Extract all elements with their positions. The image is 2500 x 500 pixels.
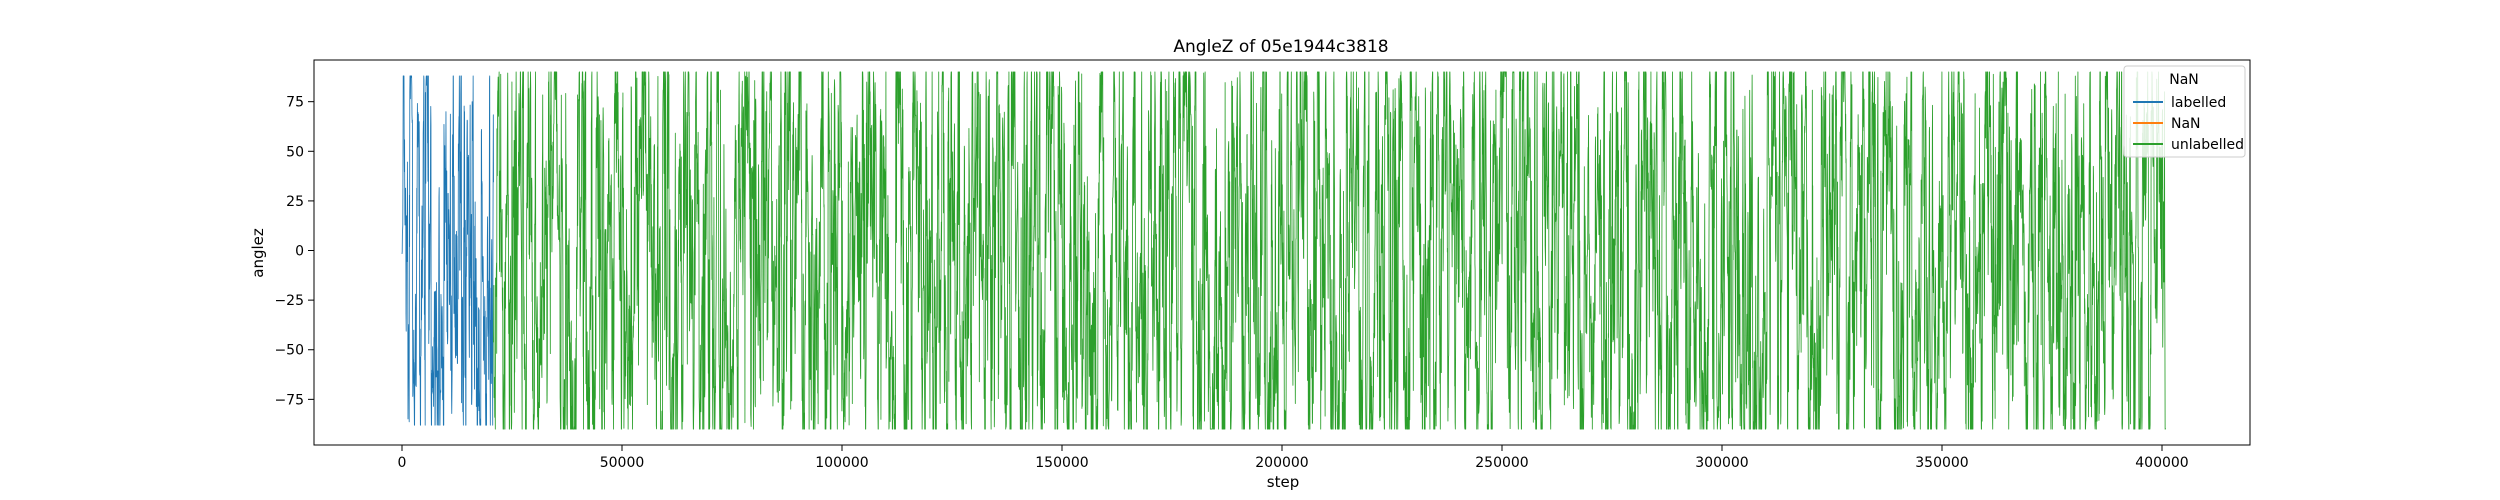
y-tick-label: 75: [286, 95, 304, 111]
x-tick-label: 250000: [1475, 455, 1528, 471]
series-line-unlabelled: [493, 71, 2166, 430]
x-tick-label: 350000: [1915, 455, 1968, 471]
y-tick-label: −50: [274, 343, 304, 359]
y-axis-title: anglez: [249, 228, 267, 278]
chart-title: AngleZ of 05e1944c3818: [1173, 37, 1388, 57]
y-tick-label: 0: [295, 244, 304, 260]
x-tick-label: 150000: [1035, 455, 1088, 471]
y-tick-label: −75: [274, 392, 304, 408]
legend-label: unlabelled: [2171, 137, 2244, 153]
x-tick-label: 50000: [600, 455, 645, 471]
y-tick-label: 25: [286, 194, 304, 210]
x-axis-title: step: [1267, 473, 1299, 491]
x-tick-label: 100000: [815, 455, 868, 471]
x-axis: 0 50000 100000 150000 200000 250000 300000 3500…: [398, 445, 2189, 471]
y-axis: 75 50 25 0 −25 −50 −75: [274, 95, 314, 408]
x-tick-label: 200000: [1255, 455, 1308, 471]
series-line-labelled: [401, 75, 494, 426]
x-tick-label: 400000: [2135, 455, 2188, 471]
series-layer: [401, 71, 2166, 430]
legend: NaN labelled NaN unlabelled: [2123, 65, 2246, 158]
legend-label: labelled: [2171, 95, 2226, 111]
x-tick-label: 0: [398, 455, 407, 471]
legend-label: NaN: [2171, 116, 2201, 132]
y-tick-label: 50: [286, 144, 304, 160]
x-tick-label: 300000: [1695, 455, 1748, 471]
y-tick-label: −25: [274, 293, 304, 309]
legend-box: [2123, 65, 2246, 158]
legend-title: NaN: [2169, 72, 2199, 88]
